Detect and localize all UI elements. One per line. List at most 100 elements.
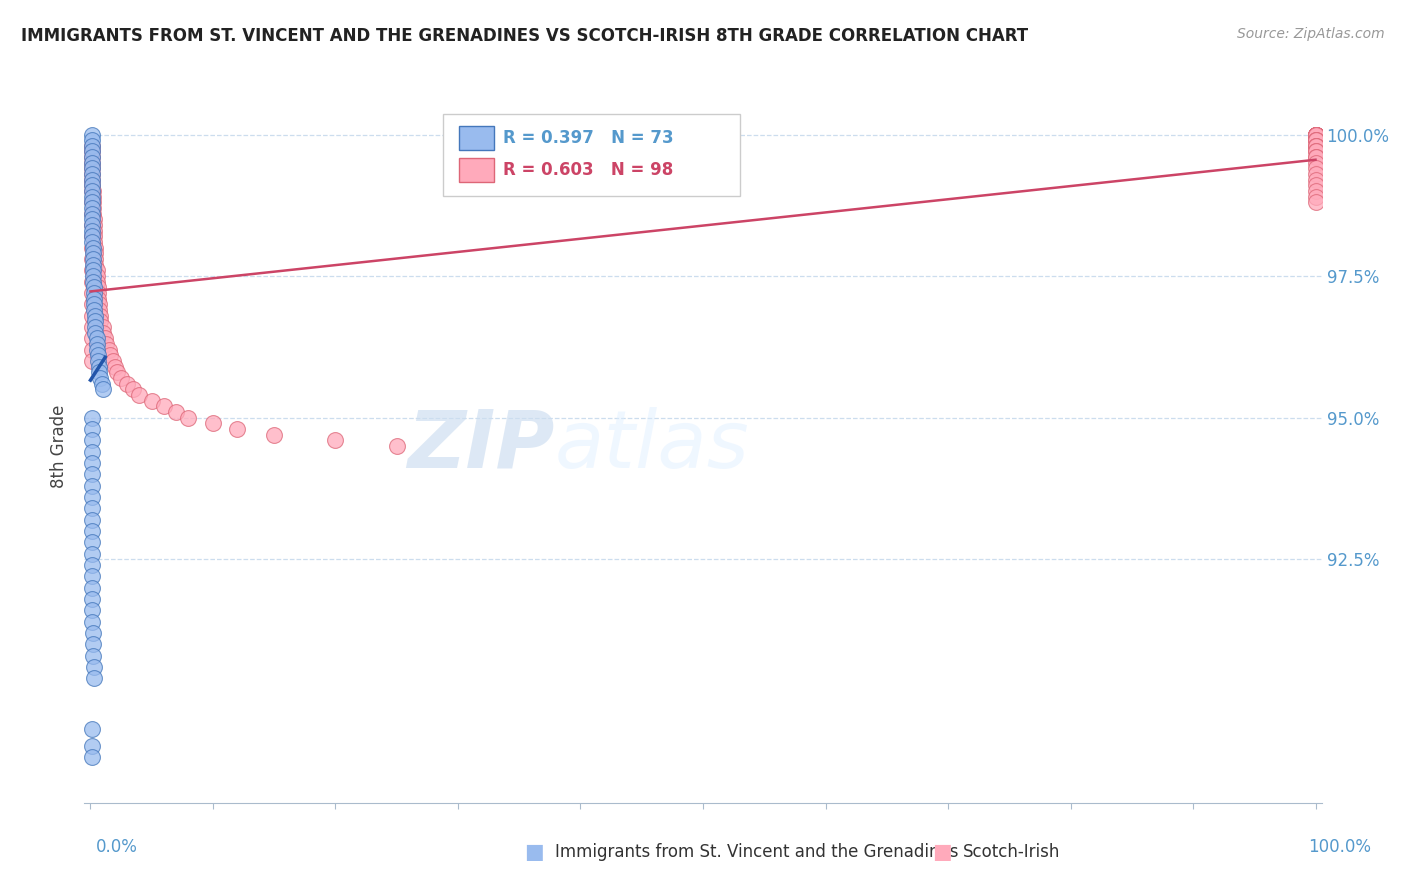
Point [80, 161, 103, 176]
Point [87, 292, 110, 306]
Point [80, 224, 103, 238]
Point [80, 178, 103, 193]
Point [86, 343, 108, 357]
Point [1305, 133, 1327, 147]
Point [80, 309, 103, 323]
Point [80, 524, 103, 538]
Point [80, 229, 103, 244]
Text: R = 0.603   N = 98: R = 0.603 N = 98 [502, 161, 673, 178]
Point [1305, 190, 1327, 204]
Point [86, 337, 108, 351]
Point [80, 581, 103, 595]
Point [226, 422, 249, 436]
Point [83, 297, 105, 311]
Point [104, 359, 127, 374]
Point [1305, 128, 1327, 142]
Point [80, 241, 103, 255]
Point [80, 615, 103, 629]
Point [1305, 128, 1327, 142]
Point [87, 280, 110, 294]
Point [97, 343, 120, 357]
Point [80, 184, 103, 198]
Point [82, 195, 104, 210]
Point [80, 354, 103, 368]
Point [263, 427, 285, 442]
Point [87, 354, 110, 368]
Point [80, 207, 103, 221]
Point [80, 478, 103, 492]
Point [1305, 167, 1327, 181]
Point [1305, 150, 1327, 164]
Point [80, 297, 103, 311]
Point [80, 547, 103, 561]
Point [80, 207, 103, 221]
Point [1305, 184, 1327, 198]
Point [80, 263, 103, 277]
Point [80, 320, 103, 334]
Text: ZIP: ZIP [408, 407, 554, 485]
Point [1305, 128, 1327, 142]
Point [87, 365, 110, 379]
Point [1305, 128, 1327, 142]
Point [80, 490, 103, 504]
Point [89, 309, 111, 323]
Point [80, 173, 103, 187]
Point [1305, 161, 1327, 176]
Point [80, 195, 103, 210]
Point [1305, 128, 1327, 142]
Text: Source: ZipAtlas.com: Source: ZipAtlas.com [1237, 27, 1385, 41]
Point [87, 303, 110, 318]
Point [82, 263, 104, 277]
Point [1305, 133, 1327, 147]
Point [80, 513, 103, 527]
Point [91, 320, 114, 334]
Point [1305, 150, 1327, 164]
Point [82, 275, 104, 289]
Point [1305, 128, 1327, 142]
Point [325, 434, 347, 448]
Point [80, 178, 103, 193]
Point [80, 138, 103, 153]
Point [82, 241, 104, 255]
Point [177, 410, 200, 425]
Point [80, 410, 103, 425]
Point [87, 297, 110, 311]
Point [82, 637, 104, 651]
Point [80, 591, 103, 606]
Point [80, 569, 103, 583]
Point [89, 371, 111, 385]
Point [80, 558, 103, 572]
Point [80, 201, 103, 215]
Point [90, 376, 112, 391]
Point [80, 535, 103, 549]
Point [80, 501, 103, 516]
Point [1305, 145, 1327, 159]
Point [201, 417, 224, 431]
Text: ■: ■ [932, 842, 952, 862]
Point [1305, 128, 1327, 142]
Point [80, 138, 103, 153]
Point [80, 150, 103, 164]
Point [80, 218, 103, 232]
Text: Immigrants from St. Vincent and the Grenadines: Immigrants from St. Vincent and the Gren… [555, 843, 959, 861]
Point [1305, 195, 1327, 210]
Point [98, 348, 121, 362]
Point [82, 648, 104, 663]
Point [82, 184, 104, 198]
Point [80, 145, 103, 159]
Point [91, 383, 114, 397]
Point [96, 337, 118, 351]
Point [80, 184, 103, 198]
Text: Scotch-Irish: Scotch-Irish [963, 843, 1060, 861]
Point [80, 195, 103, 210]
Point [83, 303, 105, 318]
Point [82, 269, 104, 284]
FancyBboxPatch shape [460, 159, 494, 182]
Point [107, 365, 129, 379]
Point [80, 750, 103, 764]
Point [80, 739, 103, 754]
Point [80, 252, 103, 266]
Point [84, 320, 107, 334]
FancyBboxPatch shape [460, 127, 494, 150]
Point [84, 252, 107, 266]
